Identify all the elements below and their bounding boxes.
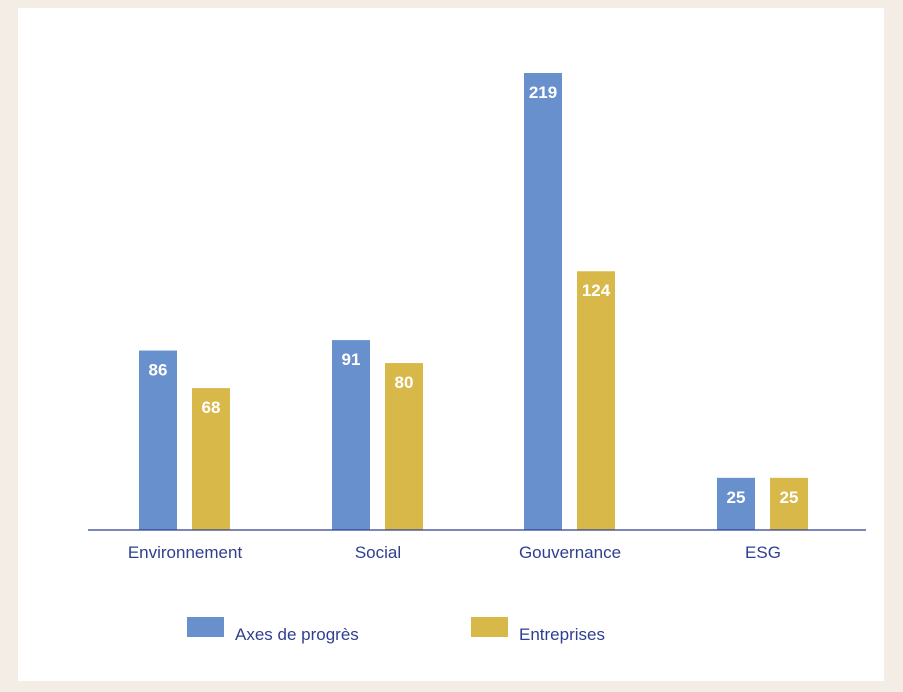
category-label-gouvernance: Gouvernance (519, 543, 621, 562)
legend-label-entreprises: Entreprises (519, 625, 605, 644)
category-label-social: Social (355, 543, 401, 562)
bar-value-label: 68 (202, 398, 221, 417)
bar-value-label: 91 (342, 350, 361, 369)
legend-label-axes: Axes de progrès (235, 625, 359, 644)
legend: Axes de progrès Entreprises (187, 617, 605, 644)
bar-value-labels: 86 91 219 25 68 80 124 25 (149, 83, 799, 507)
bar-entreprises-gouvernance (577, 271, 615, 530)
bar-axes-environnement (139, 350, 177, 530)
bar-value-label: 219 (529, 83, 557, 102)
bars-layer (139, 73, 808, 530)
bar-chart: 86 91 219 25 68 80 124 25 Environnement Social Go… (88, 73, 866, 644)
chart-panel: 86 91 219 25 68 80 124 25 Environnement Social Go… (18, 8, 884, 681)
bar-value-label: 124 (582, 281, 611, 300)
bar-value-label: 80 (395, 373, 414, 392)
bar-axes-social (332, 340, 370, 530)
bar-value-label: 25 (727, 488, 746, 507)
legend-swatch-axes (187, 617, 224, 637)
bar-axes-gouvernance (524, 73, 562, 530)
legend-swatch-entreprises (471, 617, 508, 637)
bar-entreprises-environnement (192, 388, 230, 530)
category-label-esg: ESG (745, 543, 781, 562)
category-label-environnement: Environnement (128, 543, 243, 562)
bar-entreprises-esg (770, 477, 808, 530)
bar-value-label: 25 (780, 488, 799, 507)
category-labels: Environnement Social Gouvernance ESG (128, 543, 781, 562)
bar-entreprises-social (385, 363, 423, 530)
bar-value-label: 86 (149, 361, 168, 380)
bar-axes-esg (717, 477, 755, 530)
